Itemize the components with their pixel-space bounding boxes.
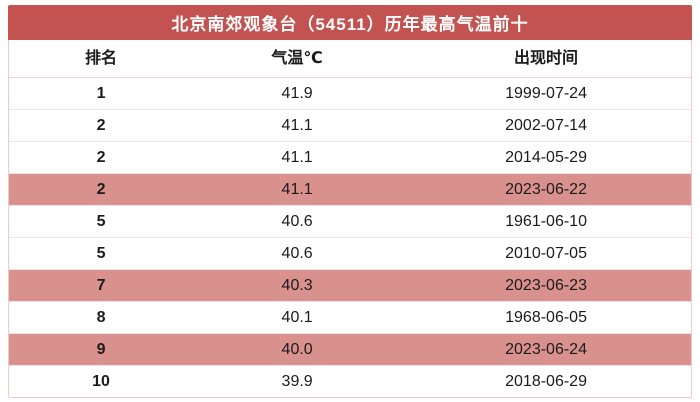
temperature-cell: 40.0 xyxy=(281,340,313,358)
date-cell: 2018-06-29 xyxy=(505,372,587,390)
rank-cell: 7 xyxy=(96,276,106,294)
temperature-cell: 41.1 xyxy=(281,116,313,134)
date-cell: 2014-05-29 xyxy=(505,148,587,166)
temperature-cell: 41.1 xyxy=(281,148,313,166)
rank-cell: 2 xyxy=(96,148,106,166)
table-row: 9 40.0 2023-06-24 xyxy=(9,333,691,365)
date-cell: 1999-07-24 xyxy=(505,84,587,102)
rank-cell: 5 xyxy=(96,244,106,262)
column-header-temperature: 气温℃ xyxy=(271,49,323,67)
rank-cell: 2 xyxy=(96,116,106,134)
rank-cell: 1 xyxy=(96,84,106,102)
date-cell: 2023-06-24 xyxy=(505,340,587,358)
table-row: 10 39.9 2018-06-29 xyxy=(9,365,691,397)
rank-cell: 8 xyxy=(96,308,106,326)
rank-cell: 9 xyxy=(96,340,106,358)
date-cell: 2002-07-14 xyxy=(505,116,587,134)
temperature-cell: 40.6 xyxy=(281,212,313,230)
table-row: 2 41.1 2014-05-29 xyxy=(9,141,691,173)
table-row: 1 41.9 1999-07-24 xyxy=(9,78,691,109)
date-cell: 1968-06-05 xyxy=(505,308,587,326)
table-row: 2 41.1 2002-07-14 xyxy=(9,109,691,141)
date-cell: 1961-06-10 xyxy=(505,212,587,230)
table-title: 北京南郊观象台（54511）历年最高气温前十 xyxy=(8,5,692,40)
temperature-cell: 40.3 xyxy=(281,276,313,294)
date-cell: 2023-06-22 xyxy=(505,180,587,198)
table-row: 2 41.1 2023-06-22 xyxy=(9,173,691,205)
table-card: 北京南郊观象台（54511）历年最高气温前十 排名 气温℃ 出现时间 1 41.… xyxy=(8,5,692,398)
temperature-cell: 41.1 xyxy=(281,180,313,198)
date-cell: 2010-07-05 xyxy=(505,244,587,262)
table-row: 8 40.1 1968-06-05 xyxy=(9,301,691,333)
rank-cell: 10 xyxy=(92,372,110,390)
table-row: 5 40.6 1961-06-10 xyxy=(9,205,691,237)
rank-cell: 5 xyxy=(96,212,106,230)
table-header-row: 排名 气温℃ 出现时间 xyxy=(9,40,691,78)
temperature-cell: 40.1 xyxy=(281,308,313,326)
temperature-cell: 40.6 xyxy=(281,244,313,262)
table-body: 1 41.9 1999-07-24 2 41.1 2002-07-14 2 41… xyxy=(9,78,691,397)
table-row: 5 40.6 2010-07-05 xyxy=(9,237,691,269)
temperature-cell: 41.9 xyxy=(281,84,313,102)
table-row: 7 40.3 2023-06-23 xyxy=(9,269,691,301)
column-header-rank: 排名 xyxy=(85,49,118,67)
date-cell: 2023-06-23 xyxy=(505,276,587,294)
column-header-date: 出现时间 xyxy=(514,49,579,67)
rank-cell: 2 xyxy=(96,180,106,198)
temperature-cell: 39.9 xyxy=(281,372,313,390)
